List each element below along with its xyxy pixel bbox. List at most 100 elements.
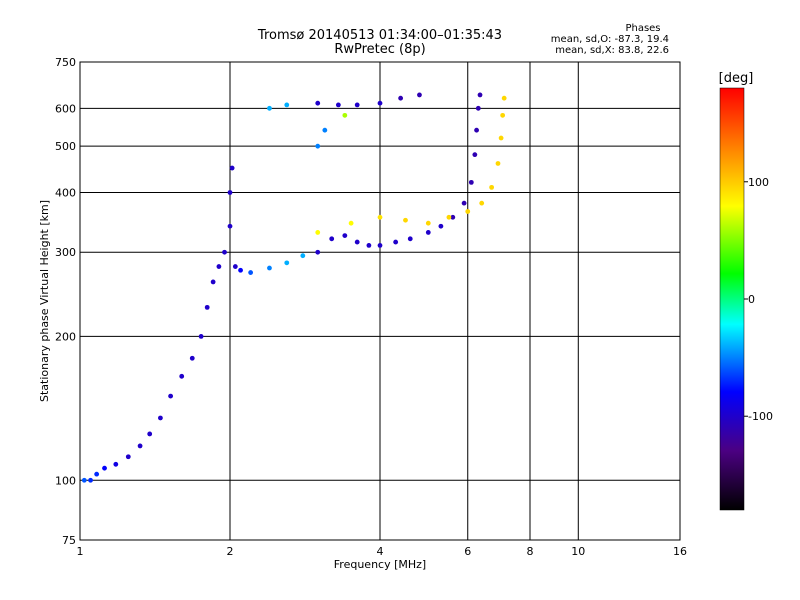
legend-block: Phases mean, sd,O: -87.3, 19.4 mean, sd,… [551, 23, 669, 56]
y-tick-label: 400 [55, 186, 76, 199]
chart-subtitle: RwPretec (8p) [334, 42, 425, 57]
data-point [498, 135, 504, 141]
x-tick-label: 4 [377, 545, 384, 558]
data-point [267, 105, 272, 111]
data-point [446, 214, 452, 220]
data-point [342, 233, 348, 238]
data-point [354, 239, 360, 245]
colorbar-unit: [deg] [719, 71, 754, 86]
legend-line-o: mean, sd,O: -87.3, 19.4 [551, 34, 669, 45]
data-point [450, 214, 456, 220]
data-point [168, 393, 174, 399]
data-point [354, 102, 360, 108]
x-axis-ticks: 1 2 4 6 8 10 16 [77, 545, 688, 558]
y-axis-label: Stationary phase Virtual Height [km] [38, 200, 51, 402]
x-tick-label: 1 [77, 545, 84, 558]
x-tick-label: 8 [527, 545, 534, 558]
data-point [88, 477, 93, 483]
data-point [267, 265, 272, 271]
y-tick-label: 100 [55, 474, 76, 487]
x-tick-label: 10 [571, 545, 585, 558]
data-point [393, 239, 399, 245]
y-tick-label: 600 [55, 102, 76, 115]
data-point [284, 260, 290, 266]
data-point [198, 333, 204, 339]
y-axis-ticks: 75 100 200 300 400 500 600 750 [55, 56, 76, 547]
data-point [377, 214, 383, 220]
data-point [227, 190, 233, 195]
data-points [81, 92, 507, 483]
data-point [315, 249, 321, 255]
data-point [210, 279, 216, 285]
x-tick-label: 2 [227, 545, 234, 558]
colorbar-tick-label: -100 [748, 410, 773, 423]
data-point [204, 304, 210, 310]
data-point [425, 220, 431, 226]
data-point [417, 92, 422, 98]
data-point [465, 209, 471, 214]
data-point [501, 95, 507, 101]
colorbar [719, 87, 745, 511]
chart-title: Tromsø 20140513 01:34:00–01:35:43 [257, 28, 502, 43]
data-point [158, 415, 163, 421]
data-point [403, 217, 408, 223]
data-point [179, 373, 185, 379]
data-point [222, 249, 227, 255]
x-tick-label: 6 [464, 545, 471, 558]
data-point [461, 200, 467, 206]
data-point [398, 95, 404, 101]
data-point [479, 200, 485, 206]
data-point [474, 127, 479, 133]
colorbar-tick-label: 0 [748, 293, 755, 306]
data-point [137, 443, 143, 449]
data-point [189, 355, 195, 361]
data-point [94, 471, 100, 477]
data-point [81, 477, 87, 483]
data-point [315, 100, 321, 106]
data-point [300, 253, 306, 259]
plot-frame [79, 61, 681, 541]
data-point [342, 112, 348, 118]
legend-heading: Phases [625, 23, 660, 34]
y-tick-label: 300 [55, 246, 76, 259]
y-tick-label: 750 [55, 56, 76, 69]
data-point [438, 223, 444, 229]
colorbar-ticks: 100 0 -100 [744, 176, 773, 423]
data-point [500, 112, 506, 118]
x-axis-label: Frequency [MHz] [334, 558, 426, 571]
data-point [238, 267, 243, 273]
colorbar-tick-label: 100 [748, 176, 769, 189]
x-tick-label: 16 [673, 545, 687, 558]
legend-line-x: mean, sd,X: 83.8, 22.6 [555, 45, 669, 56]
data-point [113, 461, 119, 467]
data-point [125, 454, 131, 460]
data-point [489, 184, 495, 190]
data-point [477, 92, 483, 98]
data-point [102, 465, 107, 471]
data-point [248, 270, 254, 275]
data-point [315, 143, 321, 149]
data-point [377, 100, 383, 106]
data-point [216, 264, 222, 269]
data-point [495, 161, 501, 166]
data-point [329, 236, 335, 242]
y-tick-label: 200 [55, 330, 76, 343]
data-point [366, 243, 372, 248]
data-point [468, 179, 474, 185]
y-tick-label: 75 [62, 534, 76, 547]
data-point [284, 102, 290, 108]
data-point [407, 236, 413, 242]
data-point [377, 243, 383, 248]
data-point [229, 165, 235, 171]
data-point [425, 230, 431, 235]
data-point [348, 220, 354, 226]
data-point [315, 230, 321, 235]
data-point [472, 152, 478, 158]
data-point [335, 102, 341, 108]
data-point [322, 127, 328, 133]
grid-lines [80, 62, 680, 540]
data-point [227, 223, 233, 229]
y-tick-label: 500 [55, 140, 76, 153]
data-point [147, 431, 153, 437]
